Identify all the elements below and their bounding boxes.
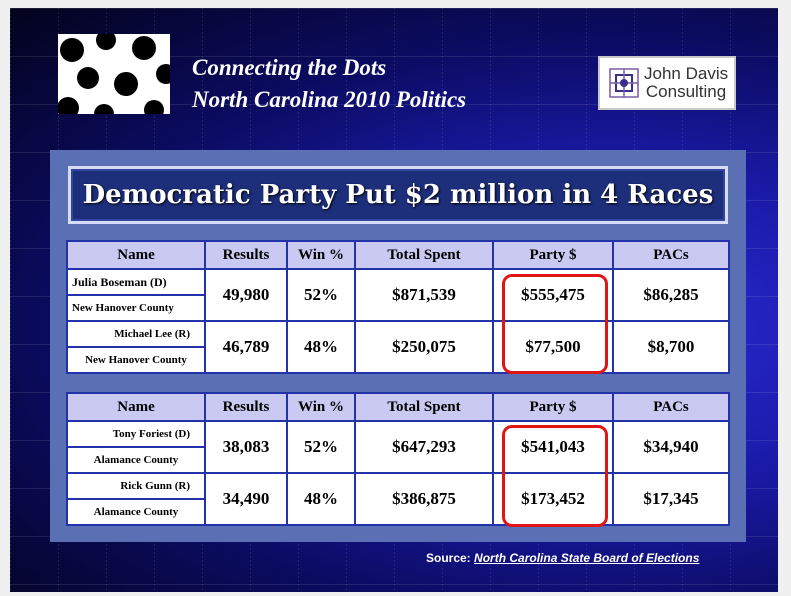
dots-logo-icon xyxy=(58,34,170,114)
col-header-pacs: PACs xyxy=(612,240,730,270)
col-header-name: Name xyxy=(66,392,206,422)
table-row: New Hanover County xyxy=(66,294,729,322)
candidate-pacs: $8,700 xyxy=(612,320,730,374)
col-header-pacs: PACs xyxy=(612,392,730,422)
source-label: Source: xyxy=(426,551,471,565)
candidate-total: $871,539 xyxy=(354,268,494,322)
candidate-results: 38,083 xyxy=(204,420,288,474)
candidate-name: Michael Lee (R) xyxy=(66,320,206,348)
banner: Democratic Party Put $2 million in 4 Rac… xyxy=(68,166,728,224)
table-row: Alamance County xyxy=(66,446,729,474)
table-header-row: Name Results Win % Total Spent Party $ P… xyxy=(66,240,730,270)
candidate-party: $77,500 xyxy=(492,320,614,374)
candidate-total: $647,293 xyxy=(354,420,494,474)
candidate-results: 46,789 xyxy=(204,320,288,374)
col-header-win: Win % xyxy=(286,240,356,270)
table-row: Alamance County xyxy=(66,498,729,526)
consulting-subtitle: Consulting xyxy=(645,82,727,101)
race-table-1: Name Results Win % Total Spent Party $ P… xyxy=(66,240,730,374)
col-header-total-spent: Total Spent xyxy=(354,392,494,422)
consulting-logo: John Davis Consulting xyxy=(598,56,736,110)
candidate-county: Alamance County xyxy=(66,498,206,526)
col-header-party: Party $ xyxy=(492,240,614,270)
source-link[interactable]: North Carolina State Board of Elections xyxy=(474,551,700,565)
header-title-line2: North Carolina 2010 Politics xyxy=(192,87,467,112)
source-note: Source: North Carolina State Board of El… xyxy=(426,551,699,565)
candidate-pacs: $17,345 xyxy=(612,472,730,526)
header-title-line1: Connecting the Dots xyxy=(192,55,387,80)
col-header-results: Results xyxy=(204,240,288,270)
candidate-name: Julia Boseman (D) xyxy=(66,268,206,296)
candidate-win: 52% xyxy=(286,420,356,474)
content-panel: Democratic Party Put $2 million in 4 Rac… xyxy=(50,150,746,542)
candidate-pacs: $34,940 xyxy=(612,420,730,474)
candidate-win: 52% xyxy=(286,268,356,322)
col-header-name: Name xyxy=(66,240,206,270)
candidate-win: 48% xyxy=(286,472,356,526)
candidate-results: 34,490 xyxy=(204,472,288,526)
party-highlight-ring-2 xyxy=(502,425,608,527)
candidate-name: Rick Gunn (R) xyxy=(66,472,206,500)
party-highlight-ring-1 xyxy=(502,274,608,374)
candidate-total: $386,875 xyxy=(354,472,494,526)
col-header-results: Results xyxy=(204,392,288,422)
candidate-county: New Hanover County xyxy=(66,346,206,374)
consulting-mark-icon xyxy=(609,68,639,98)
col-header-total-spent: Total Spent xyxy=(354,240,494,270)
candidate-party: $173,452 xyxy=(492,472,614,526)
consulting-name: John Davis xyxy=(644,64,729,83)
candidate-county: New Hanover County xyxy=(66,294,206,322)
col-header-party: Party $ xyxy=(492,392,614,422)
slide: Connecting the Dots North Carolina 2010 … xyxy=(10,8,778,592)
table-row: New Hanover County xyxy=(66,346,729,374)
candidate-total: $250,075 xyxy=(354,320,494,374)
table-row: Michael Lee (R) 46,789 48% $250,075 $77,… xyxy=(66,320,730,374)
race-table-2: Name Results Win % Total Spent Party $ P… xyxy=(66,392,730,526)
header-titles: Connecting the Dots North Carolina 2010 … xyxy=(192,52,466,116)
banner-title: Democratic Party Put $2 million in 4 Rac… xyxy=(82,180,714,210)
table-row: Rick Gunn (R) 34,490 48% $386,875 $173,4… xyxy=(66,472,730,526)
candidate-name: Tony Foriest (D) xyxy=(66,420,206,448)
table-header-row: Name Results Win % Total Spent Party $ P… xyxy=(66,392,730,422)
candidate-results: 49,980 xyxy=(204,268,288,322)
col-header-win: Win % xyxy=(286,392,356,422)
table-row: Tony Foriest (D) 38,083 52% $647,293 $54… xyxy=(66,420,730,474)
candidate-party: $555,475 xyxy=(492,268,614,322)
candidate-pacs: $86,285 xyxy=(612,268,730,322)
candidate-party: $541,043 xyxy=(492,420,614,474)
candidate-win: 48% xyxy=(286,320,356,374)
candidate-county: Alamance County xyxy=(66,446,206,474)
table-row: Julia Boseman (D) 49,980 52% $871,539 $5… xyxy=(66,268,730,322)
